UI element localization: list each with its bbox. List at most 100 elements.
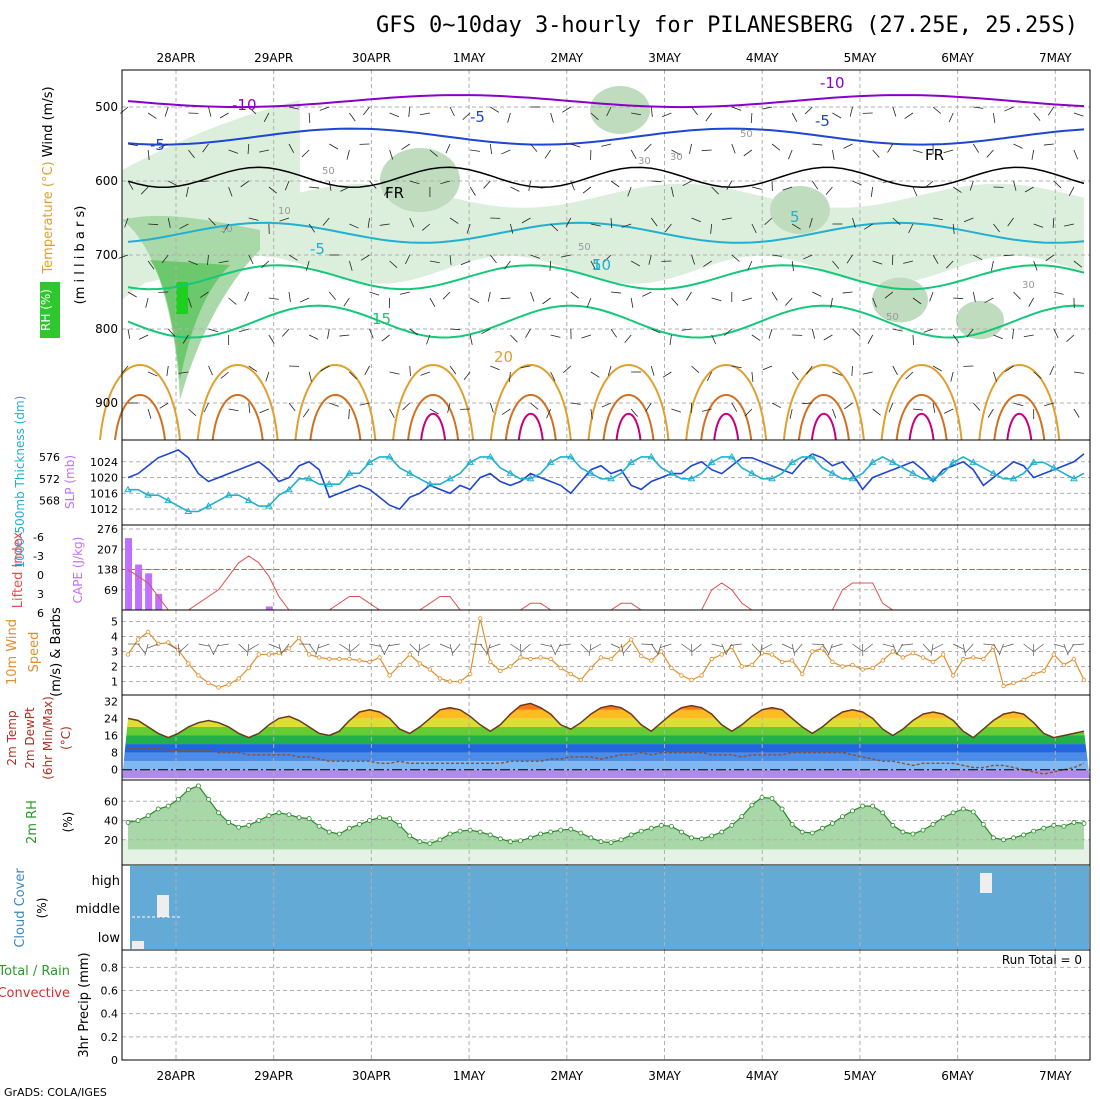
thickness-marker <box>506 469 515 476</box>
rh-point <box>1031 828 1037 834</box>
rh-point <box>890 822 896 828</box>
wind-barb-surface <box>419 643 431 651</box>
wind-barb <box>1004 106 1014 112</box>
wind-barb <box>530 254 541 259</box>
wind-barb <box>489 254 497 264</box>
thickness-axis-label: 1000-500mb Thickness (dm) <box>13 396 27 569</box>
wind-barb <box>751 371 754 382</box>
rh-point <box>940 815 946 821</box>
wind-barb <box>369 180 377 189</box>
wind-barb <box>489 402 494 413</box>
wind-speed-point <box>1041 668 1046 674</box>
wind-barb <box>490 365 500 371</box>
isotherm-25 <box>309 394 362 441</box>
wind-speed-point <box>789 658 795 663</box>
wind-barb <box>630 260 641 267</box>
wind-barb <box>912 149 923 154</box>
wind-barb <box>546 408 552 419</box>
wind-barb <box>405 254 411 265</box>
rh-point <box>789 821 795 827</box>
wind-barb <box>607 365 612 376</box>
wind-barb <box>804 106 813 115</box>
wind-barb <box>726 180 733 190</box>
wind-barb <box>504 260 511 270</box>
wind-barb <box>691 254 696 265</box>
wind-barb <box>650 106 653 117</box>
wind-barb <box>544 149 551 159</box>
wind-barb <box>904 112 914 119</box>
wind-barb <box>923 328 934 333</box>
rh-point <box>246 822 252 828</box>
rh-blob-70 <box>150 260 230 380</box>
temp-band <box>122 693 1090 702</box>
wind-barb-surface <box>409 643 419 653</box>
rh-point <box>1011 835 1016 841</box>
pressure-tick-label: 600 <box>95 174 118 188</box>
wind-barb <box>308 371 312 382</box>
rh-axis-units: (%) <box>61 812 75 833</box>
wind-barb-surface <box>1033 643 1044 652</box>
isotherm-30 <box>1006 412 1033 441</box>
wind-barb-surface <box>248 643 260 651</box>
wind-barb <box>788 149 793 160</box>
wind-barb <box>490 106 499 113</box>
wind-barb <box>610 217 613 229</box>
wind-tick-label: 3 <box>111 646 118 659</box>
wind-barb <box>952 186 962 193</box>
wind-barb <box>1073 149 1079 160</box>
wind-barb-surface <box>488 643 501 649</box>
thickness-marker <box>325 480 334 487</box>
thickness-marker <box>385 452 394 460</box>
isotherm-30 <box>615 412 642 441</box>
wind-barb <box>327 328 330 339</box>
wind-speed-point <box>306 652 312 657</box>
wind-barb <box>349 371 357 380</box>
wind-barb-surface <box>641 643 654 645</box>
wind-barb <box>167 217 171 228</box>
rh-point <box>296 815 302 821</box>
wind-barb-surface <box>759 643 763 656</box>
wind-barb <box>360 254 370 261</box>
temp-band <box>122 735 1090 745</box>
date-label-bottom: 4MAY <box>746 1069 779 1083</box>
wind-barb <box>409 217 415 228</box>
thickness-marker <box>244 496 253 504</box>
wind-barb <box>789 408 793 419</box>
wind-barb-surface <box>725 643 733 655</box>
rh-point <box>980 821 986 827</box>
slp-line <box>127 448 1085 511</box>
cape-axis-label: CAPE (J/kg) <box>71 537 85 604</box>
isotherm-label: -5 <box>310 240 325 258</box>
wind-barb <box>651 328 661 334</box>
wind-barb-surface <box>761 643 773 650</box>
wind-barb <box>751 334 761 341</box>
wind-barb <box>731 143 736 154</box>
rh-contour-label: 30 <box>638 156 651 167</box>
pressure-tick-label: 500 <box>95 100 118 114</box>
wind-barb <box>349 260 353 271</box>
rh-point <box>1061 823 1067 829</box>
wind-barb <box>908 223 914 234</box>
wind-barb <box>447 402 451 413</box>
wind-barb <box>791 260 794 271</box>
wind-barb-surface <box>238 643 248 653</box>
date-label-top: 3MAY <box>648 51 681 65</box>
wind-barb <box>389 149 394 160</box>
wind-barb-surface <box>588 643 592 656</box>
thickness-marker <box>526 474 535 482</box>
wind-barb <box>705 112 712 122</box>
wind-barb-surface <box>540 643 553 648</box>
wind-barb <box>442 291 451 300</box>
temp-band <box>122 703 1090 710</box>
wind-barb <box>319 106 330 111</box>
thickness-marker <box>1029 458 1038 465</box>
wind-barb <box>984 297 994 304</box>
rh-point <box>125 820 131 825</box>
wind-barb <box>440 180 451 185</box>
rh-point <box>155 806 161 812</box>
wind-barb <box>1007 217 1014 227</box>
rh-point <box>950 810 956 816</box>
wind-barb <box>309 186 320 189</box>
isotherm-25 <box>895 394 948 441</box>
wind-barb <box>631 112 642 116</box>
